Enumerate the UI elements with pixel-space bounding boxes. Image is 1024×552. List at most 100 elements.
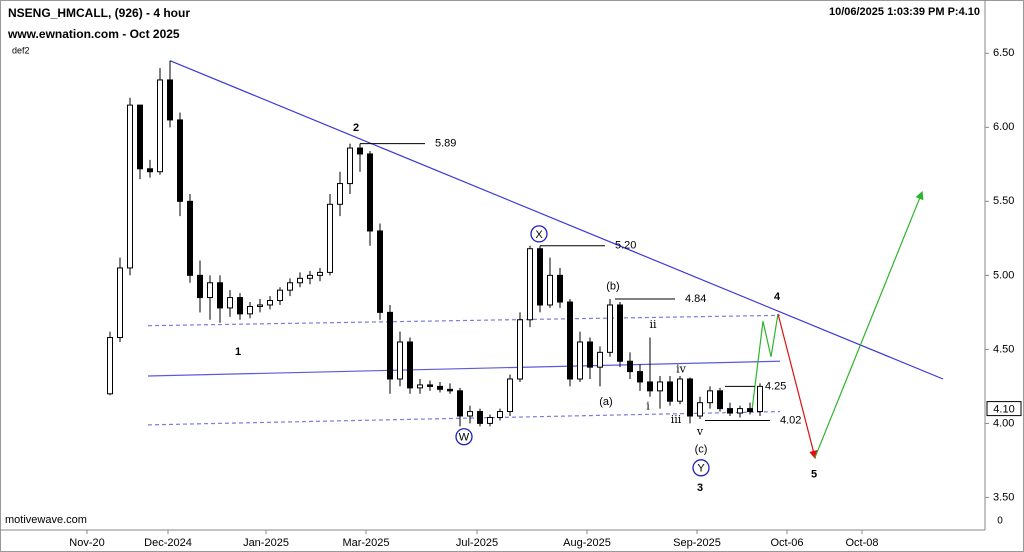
candle-body bbox=[387, 311, 393, 380]
candle-body bbox=[137, 104, 143, 170]
x-tick-label: Oct-06 bbox=[770, 537, 803, 549]
candle-body bbox=[347, 147, 353, 185]
y-tick-label: 3.50 bbox=[993, 491, 1014, 503]
candle-body bbox=[547, 274, 553, 306]
candle-body bbox=[167, 79, 173, 121]
trend-line bbox=[147, 360, 781, 377]
candle-body bbox=[677, 378, 683, 402]
timestamp: 10/06/2025 1:03:39 PM P:4.10 bbox=[829, 6, 980, 18]
candle-body bbox=[667, 381, 673, 402]
candle-body bbox=[537, 248, 543, 306]
candle-body bbox=[577, 341, 583, 380]
candle-body bbox=[197, 274, 203, 299]
trend-line bbox=[777, 313, 818, 460]
wave-label: 1 bbox=[235, 346, 241, 358]
wave-label: iv bbox=[676, 363, 687, 376]
candle-body bbox=[487, 416, 493, 424]
candle-body bbox=[567, 301, 573, 380]
candle-body bbox=[697, 402, 703, 417]
trend-line bbox=[169, 60, 944, 380]
wave-label: iii bbox=[671, 413, 682, 426]
candle-body bbox=[187, 200, 193, 276]
candle-body bbox=[257, 304, 263, 307]
candle-body bbox=[507, 378, 513, 413]
candle-body bbox=[557, 274, 563, 303]
candle-body bbox=[727, 408, 733, 414]
level-label: 4.02 bbox=[780, 414, 801, 426]
candle-body bbox=[437, 385, 443, 390]
wave-label: Y bbox=[697, 463, 705, 475]
candle-body bbox=[687, 378, 693, 417]
candle-body bbox=[397, 341, 403, 380]
wave-label: W bbox=[459, 432, 470, 444]
wave-circle bbox=[455, 428, 473, 446]
candle-body bbox=[517, 319, 523, 380]
wave-circle bbox=[530, 225, 548, 243]
candle-body bbox=[287, 282, 293, 291]
candle-body bbox=[327, 203, 333, 273]
y-tick-label: 6.50 bbox=[993, 47, 1014, 59]
candle-body bbox=[157, 79, 163, 173]
candle-body bbox=[267, 300, 273, 306]
wave-label: 3 bbox=[697, 482, 703, 494]
chart-title: NSENG_HMCALL, (926) - 4 hour bbox=[8, 6, 190, 20]
candle-body bbox=[367, 153, 373, 232]
x-tick-label: Mar-2025 bbox=[342, 537, 389, 549]
last-price-box bbox=[986, 401, 1022, 417]
candle-body bbox=[357, 147, 363, 155]
x-tick-label: Jan-2025 bbox=[243, 537, 289, 549]
candle-body bbox=[607, 304, 613, 353]
candle-body bbox=[247, 305, 253, 315]
candle-body bbox=[447, 388, 453, 392]
candle-body bbox=[417, 384, 423, 389]
candle-body bbox=[207, 282, 213, 299]
candle-body bbox=[127, 104, 133, 269]
candle-body bbox=[617, 304, 623, 362]
candle-body bbox=[117, 267, 123, 339]
trend-line bbox=[147, 314, 781, 327]
wave-label: (c) bbox=[695, 443, 708, 455]
wave-label: v bbox=[696, 425, 704, 438]
candle-body bbox=[757, 385, 763, 413]
wave-label: ii bbox=[649, 318, 657, 331]
candle-body bbox=[407, 341, 413, 389]
candle-body bbox=[497, 411, 503, 418]
x-tick-label: Oct-08 bbox=[845, 537, 878, 549]
candle-body bbox=[467, 411, 473, 417]
candle-body bbox=[707, 390, 713, 404]
plot: 3.50 4.00 4.50 5.00 5.50 6.00 6.50 Nov-20 Dec-20… bbox=[69, 47, 1022, 549]
candle-body bbox=[307, 274, 313, 279]
level-label: 5.89 bbox=[435, 138, 456, 150]
study-note: def2 bbox=[12, 45, 30, 55]
x-tick-label: Sep-2025 bbox=[673, 537, 721, 549]
chart-subtitle: www.ewnation.com - Oct 2025 bbox=[7, 27, 180, 41]
candle-body bbox=[337, 183, 343, 205]
wave-label: (a) bbox=[599, 396, 612, 408]
candle-body bbox=[107, 337, 113, 395]
corner-label: 0 bbox=[997, 516, 1003, 527]
candle-body bbox=[177, 119, 183, 202]
x-tick-label: Jul-2025 bbox=[456, 537, 498, 549]
candle-body bbox=[227, 297, 233, 309]
x-tick-label: Aug-2025 bbox=[563, 537, 611, 549]
x-tick-label: Dec-2024 bbox=[144, 537, 192, 549]
wave-label: 2 bbox=[353, 122, 359, 134]
candle-body bbox=[457, 390, 463, 417]
candle-body bbox=[147, 168, 153, 173]
y-tick-label: 4.00 bbox=[993, 417, 1014, 429]
trend-line bbox=[147, 410, 781, 426]
source: motivewave.com bbox=[5, 514, 87, 526]
candle-body bbox=[277, 289, 283, 302]
candle-body bbox=[237, 297, 243, 315]
y-tick-label: 4.50 bbox=[993, 343, 1014, 355]
y-tick-label: 5.50 bbox=[993, 195, 1014, 207]
candle-body bbox=[657, 381, 663, 392]
candle-body bbox=[747, 408, 753, 413]
wave-label: 5 bbox=[811, 469, 817, 481]
candle-body bbox=[597, 351, 603, 368]
candle-body bbox=[717, 390, 723, 410]
candle-body bbox=[427, 384, 433, 387]
